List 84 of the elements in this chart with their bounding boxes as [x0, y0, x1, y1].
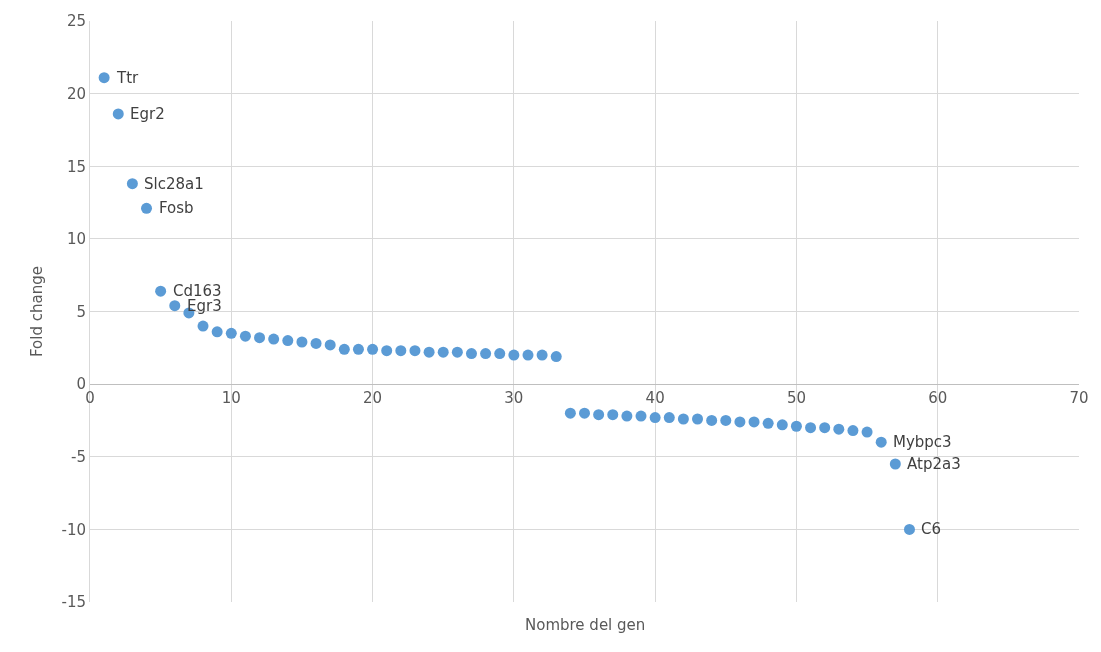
point [593, 409, 605, 421]
point [423, 346, 435, 358]
point [550, 351, 562, 363]
point [282, 335, 294, 347]
point [465, 348, 477, 360]
point [734, 416, 746, 428]
x-axis-title: Nombre del gen [525, 616, 646, 634]
point [296, 336, 308, 348]
point [790, 420, 802, 432]
point [437, 346, 449, 358]
annotation: Cd163 [173, 282, 222, 300]
point [126, 178, 138, 190]
x-tick-label: 70 [1069, 389, 1089, 408]
point [480, 348, 492, 360]
x-tick-label: 10 [221, 389, 241, 408]
point [663, 412, 675, 424]
point [508, 349, 520, 361]
point [367, 343, 379, 355]
x-tick-label: 40 [645, 389, 665, 408]
point [579, 407, 590, 419]
point [211, 326, 223, 338]
point [352, 343, 364, 355]
point [875, 436, 887, 448]
point [762, 417, 774, 429]
point [451, 346, 463, 358]
y-tick-label: 15 [66, 157, 86, 176]
y-tick-label: 10 [66, 230, 86, 249]
y-tick-label: 0 [76, 375, 86, 394]
point [155, 285, 167, 297]
point [819, 422, 831, 434]
point [706, 414, 718, 426]
point [141, 202, 153, 214]
point [903, 523, 915, 535]
x-tick-label: 60 [928, 389, 948, 408]
point [720, 414, 732, 426]
point [310, 337, 322, 349]
point [494, 348, 506, 360]
y-axis-title: Fold change [27, 266, 46, 357]
point [268, 333, 280, 345]
point [98, 72, 110, 84]
point [324, 339, 336, 351]
y-tick-label: -15 [61, 593, 86, 612]
annotation: Atp2a3 [907, 455, 961, 473]
y-tick-label: 5 [76, 302, 86, 321]
point [833, 423, 845, 435]
point [254, 332, 266, 344]
annotation: Slc28a1 [144, 175, 204, 193]
y-tick-label: -10 [61, 520, 86, 539]
point [536, 349, 548, 361]
point [635, 410, 647, 422]
y-tick-label: 20 [66, 84, 86, 103]
annotation: C6 [921, 520, 942, 538]
point [677, 413, 689, 425]
point [564, 407, 576, 419]
point [239, 330, 251, 342]
point [409, 345, 421, 357]
point [621, 410, 633, 422]
point [522, 349, 534, 361]
point [847, 425, 859, 437]
point [889, 458, 901, 470]
point [805, 422, 817, 434]
point [692, 413, 704, 425]
point [607, 409, 619, 421]
point [649, 412, 661, 424]
point [112, 108, 124, 120]
annotation: Egr3 [187, 297, 222, 315]
point [225, 327, 237, 339]
point [748, 416, 760, 428]
point [381, 345, 393, 357]
y-tick-label: 25 [66, 12, 86, 31]
point [169, 300, 181, 312]
point [776, 419, 788, 431]
x-tick-label: 30 [504, 389, 524, 408]
point [338, 343, 350, 355]
annotation: Ttr [116, 69, 140, 87]
point [197, 320, 209, 332]
point [395, 345, 407, 357]
y-tick-label: -5 [71, 448, 86, 466]
point [861, 426, 873, 438]
x-tick-label: 50 [786, 389, 806, 408]
annotation: Egr2 [130, 105, 165, 123]
annotation: Mybpc3 [893, 433, 952, 451]
annotation: Fosb [159, 199, 194, 217]
x-tick-label: 20 [363, 389, 383, 408]
